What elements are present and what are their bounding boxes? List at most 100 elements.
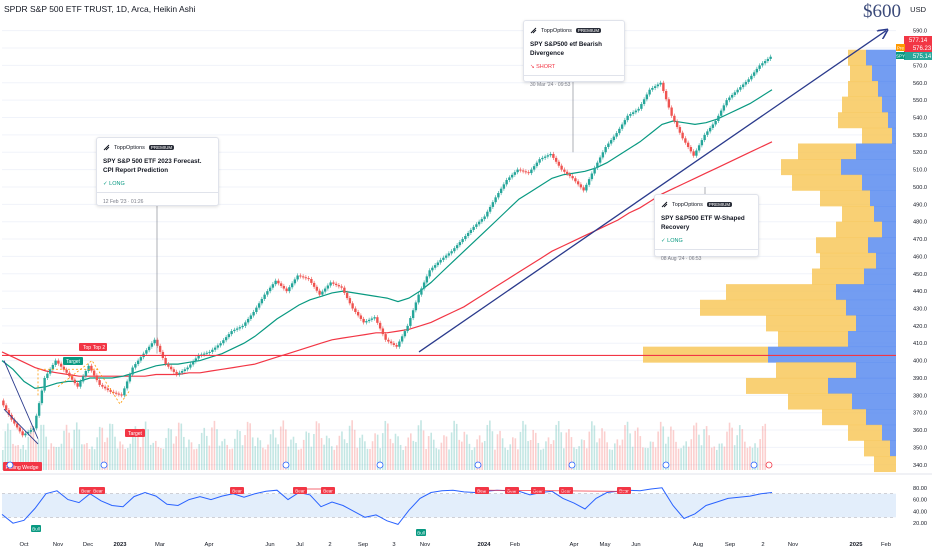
candle-body[interactable] — [208, 351, 211, 353]
candle-body[interactable] — [546, 155, 550, 157]
candle-body[interactable] — [719, 110, 723, 116]
candle-body[interactable] — [147, 346, 151, 351]
dividend-event-icon[interactable] — [750, 461, 758, 469]
candle-body[interactable] — [604, 147, 607, 153]
candle-body[interactable] — [175, 371, 178, 375]
candle-body[interactable] — [409, 318, 412, 326]
candle-body[interactable] — [329, 282, 332, 286]
candle-body[interactable] — [351, 303, 354, 309]
candle-body[interactable] — [552, 153, 555, 158]
candle-body[interactable] — [472, 226, 475, 230]
candle-body[interactable] — [469, 229, 473, 233]
heikin-ashi-candles[interactable] — [2, 54, 772, 438]
candle-body[interactable] — [35, 415, 38, 429]
candle-body[interactable] — [354, 308, 357, 312]
dividend-event-icon[interactable] — [376, 461, 384, 469]
candle-body[interactable] — [227, 334, 231, 338]
candle-body[interactable] — [48, 369, 52, 374]
candle-body[interactable] — [24, 433, 27, 436]
candle-body[interactable] — [62, 366, 66, 370]
candle-body[interactable] — [54, 360, 57, 365]
candle-body[interactable] — [593, 167, 596, 174]
candle-body[interactable] — [417, 294, 420, 303]
candle-body[interactable] — [439, 259, 442, 263]
candle-body[interactable] — [700, 140, 704, 146]
candle-body[interactable] — [120, 394, 123, 396]
candle-body[interactable] — [128, 374, 132, 382]
candle-body[interactable] — [744, 81, 748, 85]
candle-body[interactable] — [708, 127, 712, 132]
candle-body[interactable] — [57, 360, 60, 364]
candle-body[interactable] — [68, 372, 71, 377]
candle-body[interactable] — [2, 400, 5, 406]
candle-body[interactable] — [653, 86, 657, 88]
candle-body[interactable] — [92, 370, 96, 376]
candle-body[interactable] — [631, 112, 635, 115]
candle-body[interactable] — [389, 341, 393, 344]
candle-body[interactable] — [620, 124, 624, 129]
dividend-event-icon[interactable] — [662, 461, 670, 469]
candle-body[interactable] — [488, 206, 492, 212]
candle-body[interactable] — [433, 265, 437, 268]
candle-body[interactable] — [134, 364, 137, 368]
candle-body[interactable] — [730, 94, 734, 98]
candle-body[interactable] — [508, 177, 511, 181]
candle-body[interactable] — [703, 134, 706, 141]
candle-body[interactable] — [370, 318, 374, 320]
candle-body[interactable] — [695, 150, 698, 156]
candle-body[interactable] — [755, 68, 759, 73]
candle-body[interactable] — [717, 115, 720, 121]
candle-body[interactable] — [136, 360, 140, 365]
candle-body[interactable] — [169, 366, 173, 370]
candle-body[interactable] — [403, 331, 407, 337]
candle-body[interactable] — [609, 140, 613, 144]
candle-body[interactable] — [516, 169, 519, 173]
candle-body[interactable] — [205, 352, 209, 354]
candle-body[interactable] — [315, 286, 319, 291]
candle-body[interactable] — [131, 367, 134, 375]
candle-body[interactable] — [483, 216, 486, 220]
candle-body[interactable] — [378, 322, 382, 329]
candle-body[interactable] — [714, 120, 717, 125]
candle-body[interactable] — [191, 361, 195, 365]
candle-body[interactable] — [706, 131, 709, 135]
candle-body[interactable] — [241, 325, 244, 328]
candle-body[interactable] — [255, 307, 258, 312]
candle-body[interactable] — [18, 427, 22, 432]
candle-body[interactable] — [587, 179, 591, 185]
candle-body[interactable] — [678, 127, 682, 133]
candle-body[interactable] — [722, 105, 726, 111]
candle-body[interactable] — [321, 291, 324, 295]
candle-body[interactable] — [527, 172, 530, 174]
candle-body[interactable] — [475, 224, 478, 227]
candle-body[interactable] — [123, 388, 126, 396]
candle-body[interactable] — [502, 184, 506, 189]
candle-body[interactable] — [109, 390, 112, 392]
candle-body[interactable] — [252, 311, 255, 316]
candle-body[interactable] — [224, 337, 228, 341]
candle-body[interactable] — [486, 211, 489, 217]
candle-body[interactable] — [560, 165, 563, 170]
candle-body[interactable] — [65, 369, 68, 373]
candle-body[interactable] — [453, 248, 456, 252]
candle-body[interactable] — [323, 288, 327, 292]
candle-body[interactable] — [13, 419, 16, 424]
candle-body[interactable] — [505, 180, 508, 185]
candle-body[interactable] — [425, 276, 429, 283]
candle-body[interactable] — [26, 431, 30, 434]
candle-body[interactable] — [76, 383, 79, 387]
candle-body[interactable] — [428, 270, 431, 277]
candle-body[interactable] — [345, 292, 349, 299]
candle-body[interactable] — [81, 376, 85, 382]
candle-body[interactable] — [125, 381, 129, 389]
candle-body[interactable] — [183, 369, 187, 372]
candle-body[interactable] — [362, 318, 365, 323]
candle-body[interactable] — [164, 358, 167, 365]
candle-body[interactable] — [213, 347, 217, 350]
candle-body[interactable] — [535, 162, 539, 167]
candle-body[interactable] — [455, 245, 459, 249]
candle-body[interactable] — [477, 221, 481, 225]
candle-body[interactable] — [114, 392, 118, 394]
candle-body[interactable] — [612, 136, 616, 141]
candle-body[interactable] — [499, 188, 503, 194]
